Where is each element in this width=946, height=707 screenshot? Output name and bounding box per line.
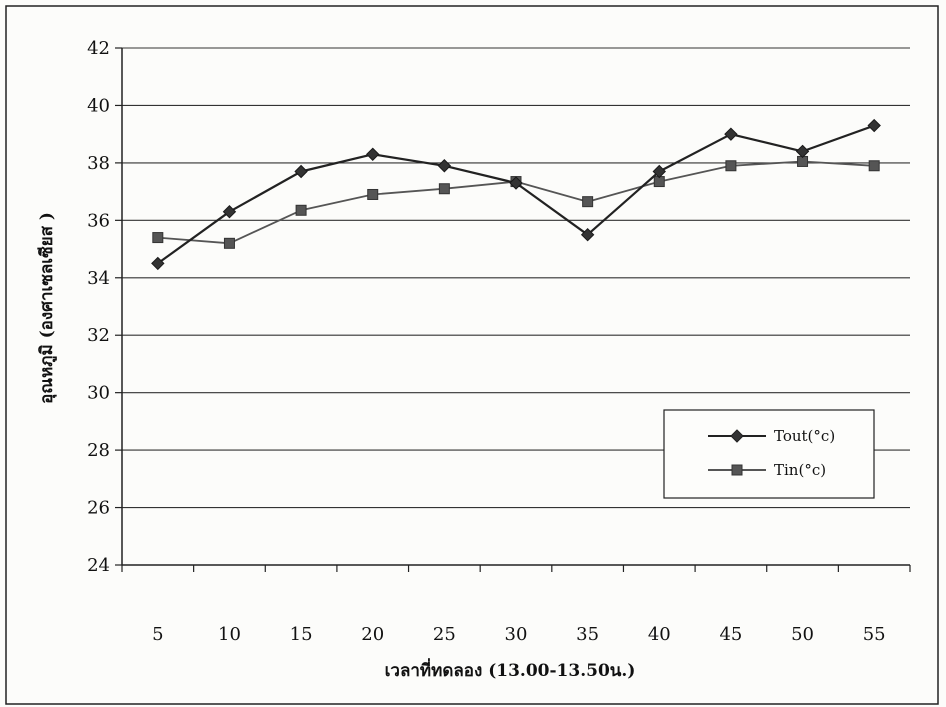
x-tick-label: 50 [791,624,814,645]
gridlines [122,47,910,509]
y-tick-label: 42 [87,38,110,59]
chart-frame [5,5,939,705]
y-tick-label: 40 [87,95,110,116]
y-tick-label: 26 [87,498,110,519]
data-point-square [438,183,450,195]
y-tick-labels: 24 26 28 30 32 34 36 38 40 42 [87,38,122,576]
x-axis-title: เวลาที่ทดลอง (13.00-13.50น.) [385,658,636,681]
data-point-diamond [151,256,165,271]
y-tick-label: 28 [87,440,110,461]
x-tick-label: 30 [505,624,528,645]
x-tick-label: 35 [576,624,599,645]
data-point-diamond [222,205,237,219]
data-point-diamond [437,159,452,173]
legend-marker-tin [731,464,743,476]
data-point-square [152,232,164,244]
y-tick-label: 32 [87,325,110,346]
x-tick-label: 55 [863,624,886,645]
data-point-square [582,196,594,208]
data-point-square [367,188,379,200]
x-tick-label: 20 [361,624,384,645]
data-point-diamond [294,164,308,179]
data-point-diamond [724,127,738,141]
legend-label-tout: Tout(°c) [774,427,835,445]
series-tin [152,155,880,249]
data-point-diamond [366,147,380,161]
y-tick-label: 34 [87,268,110,289]
x-tick-labels: 5 10 15 20 25 30 35 40 45 50 55 [121,565,911,645]
x-tick-label: 40 [648,624,671,645]
x-tick-label: 15 [290,624,313,645]
series-tout [151,118,881,271]
data-series [151,118,881,271]
legend: Tout(°c) Tin(°c) [663,409,875,499]
series-line [157,160,875,245]
legend-box [663,409,875,499]
data-point-diamond [795,144,810,159]
y-tick-label: 38 [87,153,110,174]
data-point-diamond [867,118,881,133]
x-tick-label: 25 [433,624,456,645]
x-tick-label: 45 [719,624,742,645]
y-tick-label: 30 [87,383,110,404]
series-line [157,124,875,265]
data-point-square [725,160,737,172]
data-point-diamond [509,176,523,190]
y-tick-label: 36 [87,210,110,231]
data-point-square [868,160,880,172]
legend-label-tin: Tin(°c) [774,461,826,479]
data-point-diamond [580,227,595,242]
x-tick-label: 5 [152,624,163,645]
x-tick-label: 10 [218,624,241,645]
legend-marker-tout [730,429,744,443]
axes [121,48,910,566]
y-axis-title: อุณหภูมิ (องศาเซลเซียส ) [36,212,58,404]
y-tick-label: 24 [87,555,110,576]
data-point-square [223,237,235,249]
data-point-diamond [652,164,666,179]
data-point-square [295,204,307,216]
